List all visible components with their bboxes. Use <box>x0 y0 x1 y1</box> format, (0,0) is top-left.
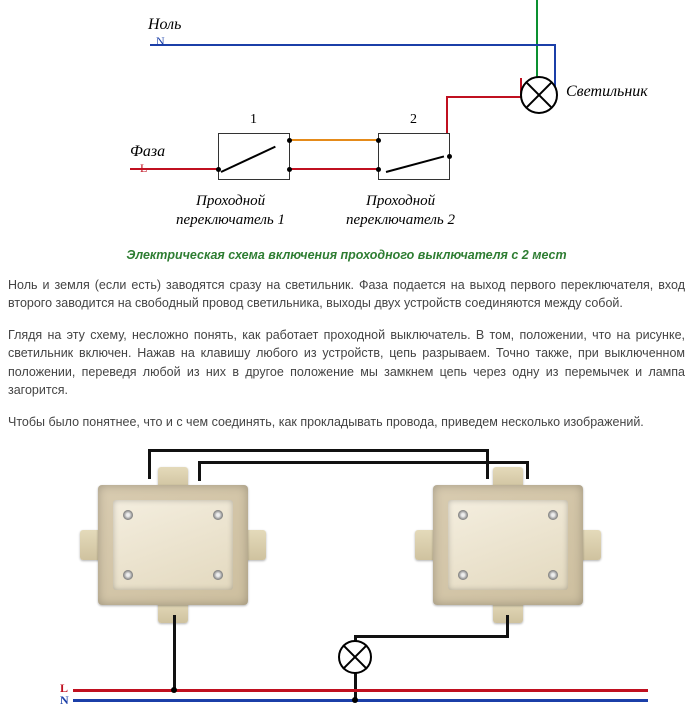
wire-sw2-out-h <box>354 635 509 638</box>
switch-1 <box>218 133 290 180</box>
label-n2: N <box>60 693 69 708</box>
label-sw2a: Проходной <box>366 193 435 210</box>
wire-ground <box>536 0 538 78</box>
wire-sw2-out-v <box>506 615 509 637</box>
junction-l <box>171 687 177 693</box>
wire-neutral-h <box>150 44 556 46</box>
label-lamp: Светильник <box>566 83 648 101</box>
label-sw2b: переключатель 2 <box>346 212 455 229</box>
junction-n <box>352 697 358 703</box>
lamp-symbol <box>520 76 558 114</box>
wire-sw1-out-v <box>173 615 176 691</box>
paragraph-2: Глядя на эту схему, несложно понять, как… <box>8 326 685 399</box>
wire-top-left-v <box>148 449 151 479</box>
wire-top2-left-v <box>198 461 201 481</box>
label-phase: Фаза <box>130 143 165 161</box>
label-one: 1 <box>250 112 257 128</box>
jumper-bottom <box>288 168 378 170</box>
paragraph-3: Чтобы было понятнее, что и с чем соединя… <box>8 413 685 431</box>
label-n: N <box>156 34 165 49</box>
bus-n <box>73 699 648 702</box>
wire-top2-h <box>198 461 528 464</box>
switch-photo-2 <box>413 465 603 625</box>
wire-top2-right-v <box>526 461 529 479</box>
diagram-caption: Электрическая схема включения проходного… <box>8 248 685 262</box>
label-two: 2 <box>410 112 417 128</box>
lamp-symbol-2 <box>338 640 372 674</box>
switch-photo-1 <box>78 465 268 625</box>
wire-top-h <box>148 449 488 452</box>
switch-2 <box>378 133 450 180</box>
wiring-photo-diagram: L N <box>38 445 658 705</box>
label-sw1b: переключатель 1 <box>176 212 285 229</box>
wire-out-h <box>446 96 520 98</box>
label-null: Ноль <box>148 16 181 34</box>
bus-l <box>73 689 648 692</box>
label-l: L <box>140 161 147 176</box>
label-sw1a: Проходной <box>196 193 265 210</box>
schematic-diagram: Ноль N Фаза L 1 2 Светильник Проходной п… <box>68 8 628 238</box>
jumper-top <box>288 139 378 141</box>
paragraph-1: Ноль и земля (если есть) заводятся сразу… <box>8 276 685 312</box>
wire-top-right-v <box>486 449 489 479</box>
